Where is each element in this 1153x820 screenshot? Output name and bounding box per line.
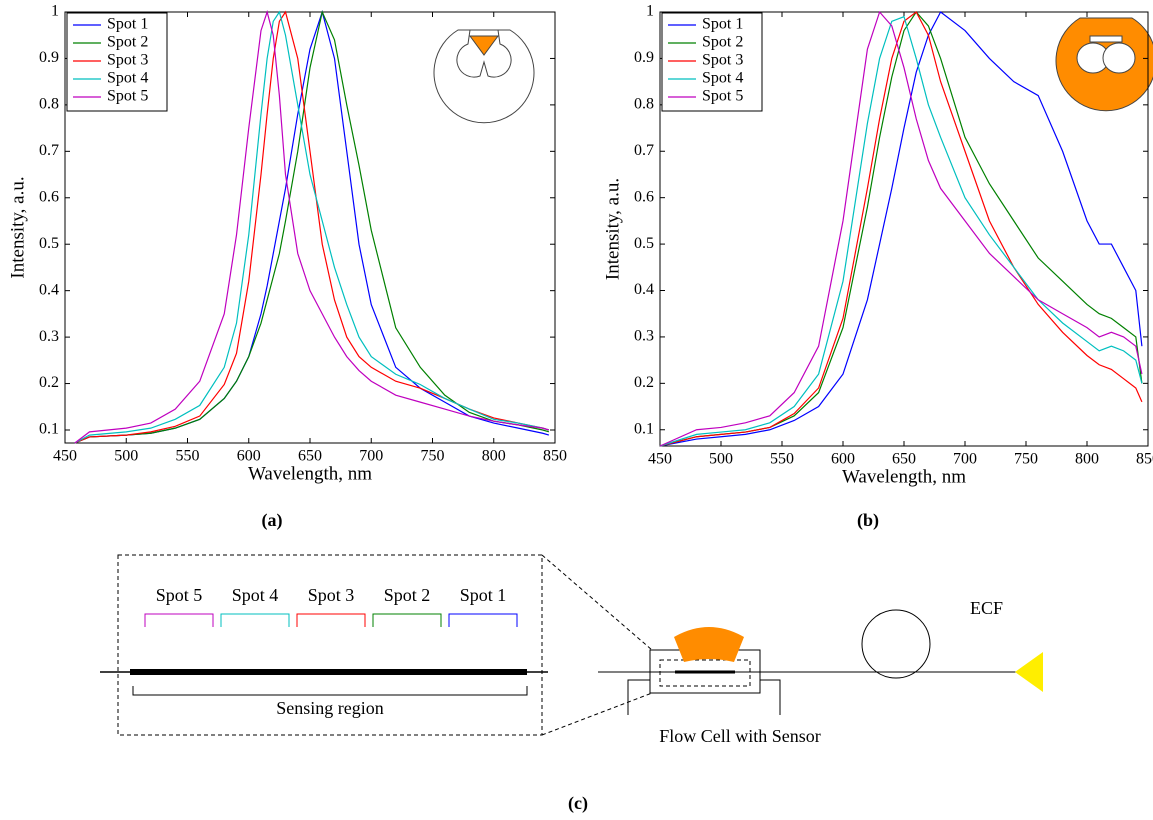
- spot-label: Spot 4: [232, 585, 279, 605]
- x-tick-label: 550: [176, 448, 200, 465]
- line-series: [74, 10, 550, 444]
- x-tick-label: 450: [53, 448, 77, 465]
- y-tick-label: 0.1: [634, 420, 654, 437]
- legend-label: Spot 1: [107, 16, 148, 33]
- y-tick-label: 0.7: [39, 142, 59, 159]
- y-axis-label: Intensity, a.u.: [602, 178, 623, 280]
- sensor-box: [659, 659, 751, 687]
- zoom-line: [541, 554, 653, 651]
- spot-bracket: [372, 613, 442, 627]
- zoom-box: [117, 554, 543, 736]
- x-tick-label: 500: [709, 451, 733, 468]
- legend-label: Spot 2: [107, 34, 148, 51]
- panel-label: (c): [568, 793, 588, 814]
- x-tick-label: 750: [1014, 451, 1038, 468]
- spot-label: Spot 5: [156, 585, 203, 605]
- x-tick-label: 800: [482, 448, 506, 465]
- spot-bracket: [448, 613, 518, 627]
- fiber-label: ECF: [970, 598, 1003, 618]
- y-tick-label: 0.3: [634, 328, 654, 345]
- x-tick-label: 750: [421, 448, 445, 465]
- x-tick-label: 800: [1075, 451, 1099, 468]
- y-tick-label: 0.6: [39, 188, 59, 205]
- y-tick-label: 0.2: [634, 374, 654, 391]
- legend-label: Spot 4: [107, 70, 148, 87]
- spot-label: Spot 1: [460, 585, 507, 605]
- y-tick-label: 0.1: [39, 421, 59, 438]
- fiber-coil: [861, 609, 931, 679]
- legend-label: Spot 1: [702, 16, 743, 33]
- legend: [661, 12, 763, 112]
- light-source: [1015, 652, 1043, 692]
- spot-label: Spot 2: [384, 585, 431, 605]
- y-tick-label: 0.4: [634, 281, 654, 298]
- y-tick-label: 0.9: [39, 49, 59, 66]
- y-tick-label: 1: [51, 3, 59, 20]
- sensing-region-label: Sensing region: [276, 698, 384, 718]
- x-tick-label: 850: [1136, 451, 1153, 468]
- x-tick-label: 450: [648, 451, 672, 468]
- line-series: [74, 9, 550, 444]
- y-tick-label: 0.8: [39, 96, 59, 113]
- flow-cell-cap: [674, 627, 744, 662]
- bracket: [627, 679, 781, 715]
- zoom-line: [541, 692, 653, 736]
- x-tick-label: 550: [770, 451, 794, 468]
- spot-label: Spot 3: [308, 585, 355, 605]
- y-tick-label: 0.5: [634, 235, 654, 252]
- legend-label: Spot 2: [702, 34, 743, 51]
- flow-cell-label: Flow Cell with Sensor: [659, 726, 821, 746]
- y-tick-label: 0.6: [634, 188, 654, 205]
- line-series: [659, 15, 1143, 447]
- x-axis-label: Wavelength, nm: [248, 463, 372, 484]
- panel-label: (a): [262, 510, 283, 531]
- x-tick-label: 650: [892, 451, 916, 468]
- spot-bracket: [220, 613, 290, 627]
- y-tick-label: 0.5: [39, 235, 59, 252]
- y-tick-label: 1: [646, 3, 654, 20]
- x-tick-label: 600: [237, 448, 261, 465]
- spot-bracket: [144, 613, 214, 627]
- y-tick-label: 0.7: [634, 142, 654, 159]
- bracket: [132, 686, 528, 696]
- x-tick-label: 600: [831, 451, 855, 468]
- inset-fiber-a: [433, 29, 535, 124]
- x-tick-label: 500: [114, 448, 138, 465]
- y-tick-label: 0.2: [39, 374, 59, 391]
- y-tick-label: 0.9: [634, 49, 654, 66]
- y-tick-label: 0.4: [39, 281, 59, 298]
- legend-label: Spot 3: [107, 52, 148, 69]
- y-tick-label: 0.8: [634, 96, 654, 113]
- line-series: [659, 11, 1143, 447]
- y-axis-label: Intensity, a.u.: [7, 176, 28, 278]
- legend-label: Spot 3: [702, 52, 743, 69]
- y-tick-label: 0.3: [39, 328, 59, 345]
- x-tick-label: 650: [298, 448, 322, 465]
- legend-label: Spot 5: [107, 88, 148, 105]
- inset-fiber-b: [1055, 17, 1153, 112]
- x-axis-label: Wavelength, nm: [842, 466, 966, 487]
- x-tick-label: 700: [359, 448, 383, 465]
- diagram: [100, 554, 1043, 736]
- line-series: [74, 10, 550, 444]
- legend-label: Spot 4: [702, 70, 743, 87]
- spot-bracket: [296, 613, 366, 627]
- x-tick-label: 700: [953, 451, 977, 468]
- line-series: [659, 10, 1143, 447]
- legend: [66, 12, 168, 112]
- legend-label: Spot 5: [702, 88, 743, 105]
- panel-label: (b): [857, 510, 879, 531]
- line-series: [659, 11, 1143, 447]
- x-tick-label: 850: [543, 448, 567, 465]
